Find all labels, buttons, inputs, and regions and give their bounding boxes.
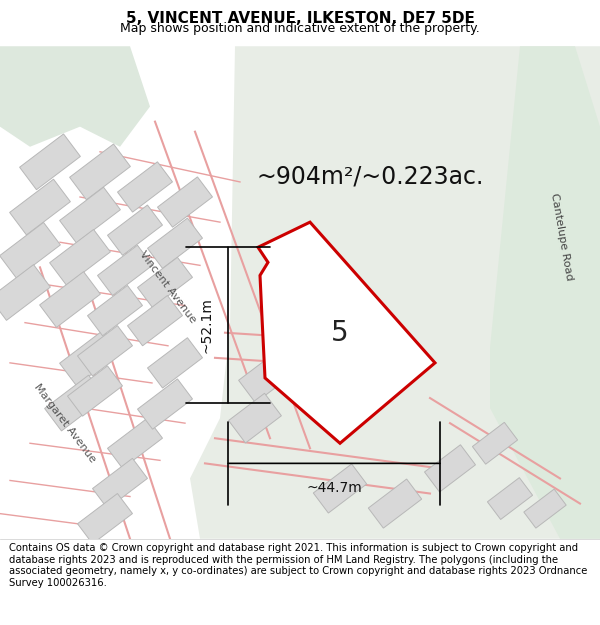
Polygon shape (128, 296, 182, 346)
Polygon shape (524, 489, 566, 528)
Polygon shape (98, 245, 152, 296)
Polygon shape (472, 422, 518, 464)
Text: Cantelupe Road: Cantelupe Road (550, 192, 575, 282)
Polygon shape (158, 177, 212, 227)
Polygon shape (239, 353, 292, 402)
Polygon shape (0, 264, 50, 321)
Polygon shape (190, 46, 600, 539)
Polygon shape (137, 258, 193, 308)
Text: ~904m²/~0.223ac.: ~904m²/~0.223ac. (256, 165, 484, 189)
Polygon shape (20, 134, 80, 190)
Polygon shape (68, 366, 122, 416)
Polygon shape (148, 218, 202, 268)
Polygon shape (148, 338, 202, 388)
Polygon shape (0, 46, 150, 147)
Polygon shape (70, 144, 130, 200)
Polygon shape (10, 179, 70, 235)
Polygon shape (258, 222, 435, 443)
Polygon shape (487, 478, 533, 519)
Polygon shape (425, 445, 475, 492)
Polygon shape (0, 222, 61, 278)
Text: 5, VINCENT AVENUE, ILKESTON, DE7 5DE: 5, VINCENT AVENUE, ILKESTON, DE7 5DE (125, 11, 475, 26)
Polygon shape (107, 205, 163, 256)
Polygon shape (88, 286, 142, 336)
Polygon shape (77, 326, 133, 376)
Text: Vincent Avenue: Vincent Avenue (138, 249, 198, 326)
Polygon shape (44, 375, 106, 431)
Polygon shape (77, 494, 133, 544)
Polygon shape (118, 162, 172, 212)
Polygon shape (107, 418, 163, 468)
Polygon shape (368, 479, 422, 528)
Polygon shape (92, 458, 148, 509)
Text: ~52.1m: ~52.1m (199, 298, 213, 353)
Polygon shape (59, 330, 121, 386)
Text: ~44.7m: ~44.7m (306, 481, 362, 496)
Text: Margaret Avenue: Margaret Avenue (32, 382, 98, 464)
Text: 5: 5 (331, 319, 349, 347)
Polygon shape (59, 188, 121, 243)
Polygon shape (313, 464, 367, 513)
Polygon shape (490, 46, 600, 539)
Text: Contains OS data © Crown copyright and database right 2021. This information is : Contains OS data © Crown copyright and d… (9, 543, 587, 588)
Polygon shape (40, 272, 100, 328)
Polygon shape (50, 229, 110, 285)
Text: Map shows position and indicative extent of the property.: Map shows position and indicative extent… (120, 22, 480, 34)
Polygon shape (229, 393, 281, 443)
Polygon shape (137, 379, 193, 429)
